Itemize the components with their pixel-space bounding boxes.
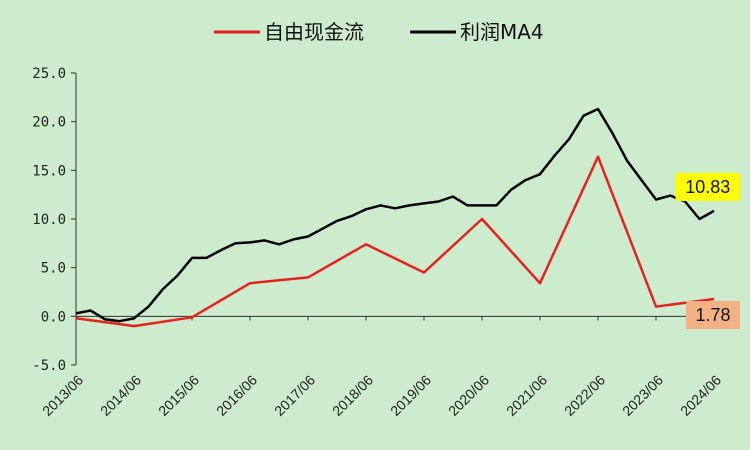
y-tick-label: 20.0 <box>32 115 66 131</box>
y-axis-ticks: -5.0 0.0 5.0 10.0 15.0 20.0 25.0 <box>32 66 76 374</box>
y-tick-label: 0.0 <box>41 309 66 325</box>
value-callouts: 10.83 1.78 <box>675 172 740 330</box>
callout-box <box>686 301 740 330</box>
series-line-fcf <box>75 155 715 328</box>
y-tick-label: 25.0 <box>32 66 66 82</box>
y-tick-label: 15.0 <box>32 163 66 179</box>
y-tick-label: 10.0 <box>32 212 66 228</box>
callout-label: 10.83 <box>685 177 730 197</box>
y-tick-label: 5.0 <box>41 261 66 277</box>
legend: 自由现金流 利润MA4 <box>214 20 544 44</box>
legend-label-ma4: 利润MA4 <box>460 20 544 44</box>
callout-label: 1.78 <box>695 305 730 325</box>
legend-label-fcf: 自由现金流 <box>264 20 364 44</box>
y-tick-label: -5.0 <box>32 358 66 374</box>
series-line-profit-ma4 <box>75 107 715 323</box>
callout-box <box>675 172 740 201</box>
series-lines <box>75 107 715 328</box>
